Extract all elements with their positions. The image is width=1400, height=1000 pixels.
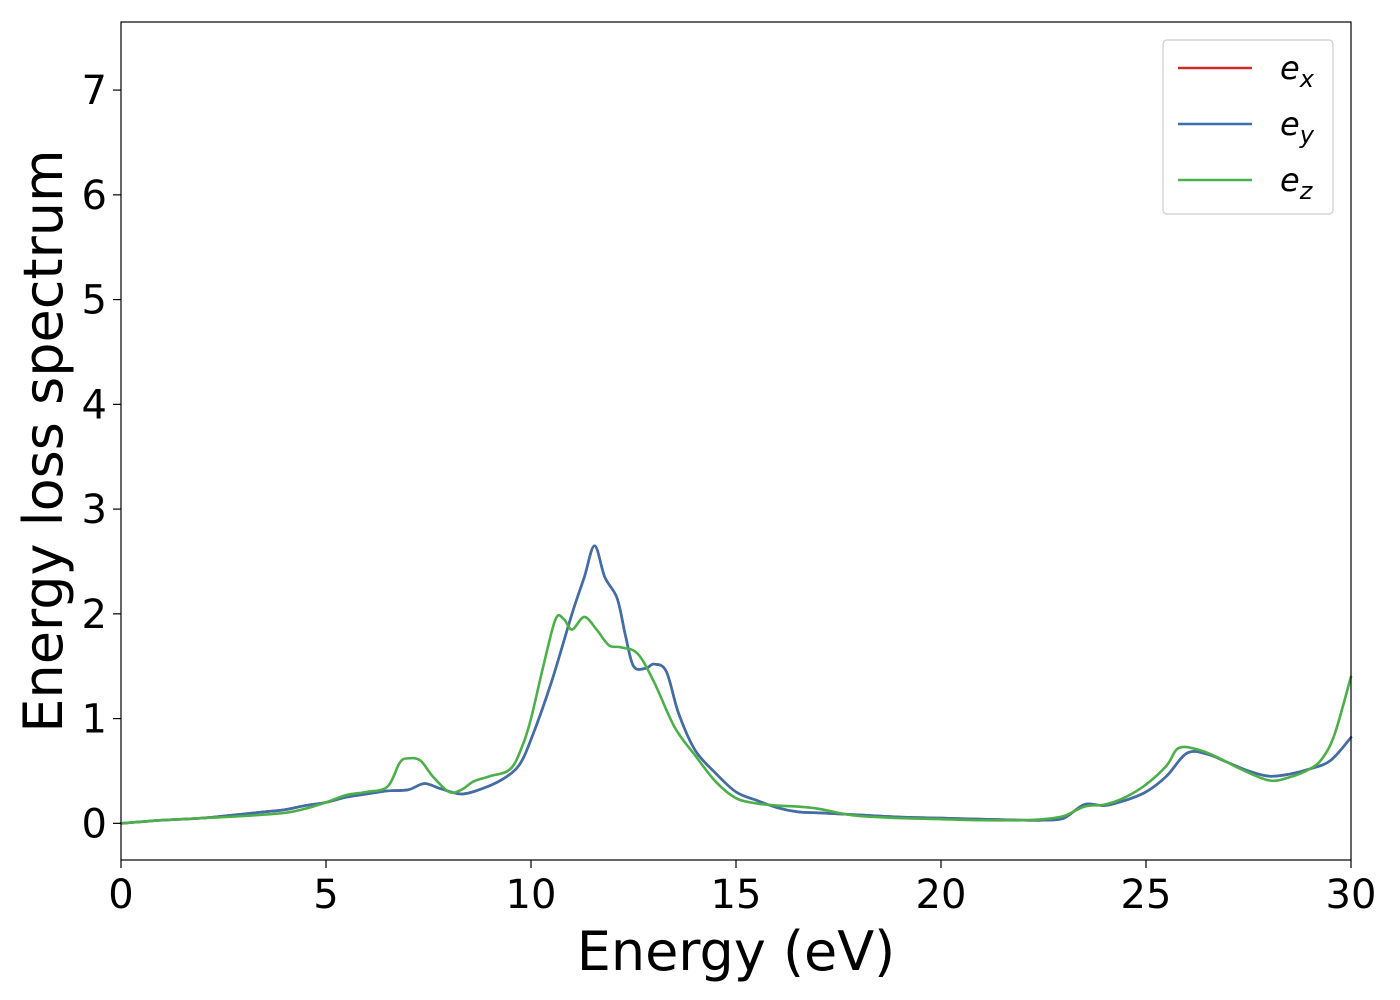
series-line-ez bbox=[119, 613, 1353, 825]
x-tick-label: 0 bbox=[108, 872, 133, 918]
x-tick-label: 30 bbox=[1326, 872, 1377, 918]
y-tick-label: 0 bbox=[82, 801, 107, 847]
y-tick-label: 6 bbox=[82, 173, 107, 219]
series-line-ey bbox=[119, 544, 1353, 825]
x-tick-label: 10 bbox=[506, 872, 557, 918]
y-tick-label: 1 bbox=[82, 697, 107, 743]
y-tick-label: 7 bbox=[82, 68, 107, 114]
x-axis-label: Energy (eV) bbox=[577, 920, 896, 983]
y-tick-label: 2 bbox=[82, 592, 107, 638]
y-tick-label: 4 bbox=[82, 382, 107, 428]
legend-box bbox=[1162, 39, 1334, 215]
x-tick-label: 5 bbox=[313, 872, 338, 918]
series-layer bbox=[119, 544, 1353, 825]
x-tick-label: 20 bbox=[916, 872, 967, 918]
y-tick-label: 5 bbox=[82, 278, 107, 324]
x-axis-ticks: 0 5 10 15 20 25 30 bbox=[108, 860, 1376, 918]
x-tick-label: 25 bbox=[1121, 872, 1172, 918]
y-axis-ticks: 0 1 2 3 4 5 6 7 bbox=[82, 68, 121, 847]
y-axis-label: Energy loss spectrum bbox=[12, 149, 75, 732]
x-tick-label: 15 bbox=[711, 872, 762, 918]
y-tick-label: 3 bbox=[82, 487, 107, 533]
